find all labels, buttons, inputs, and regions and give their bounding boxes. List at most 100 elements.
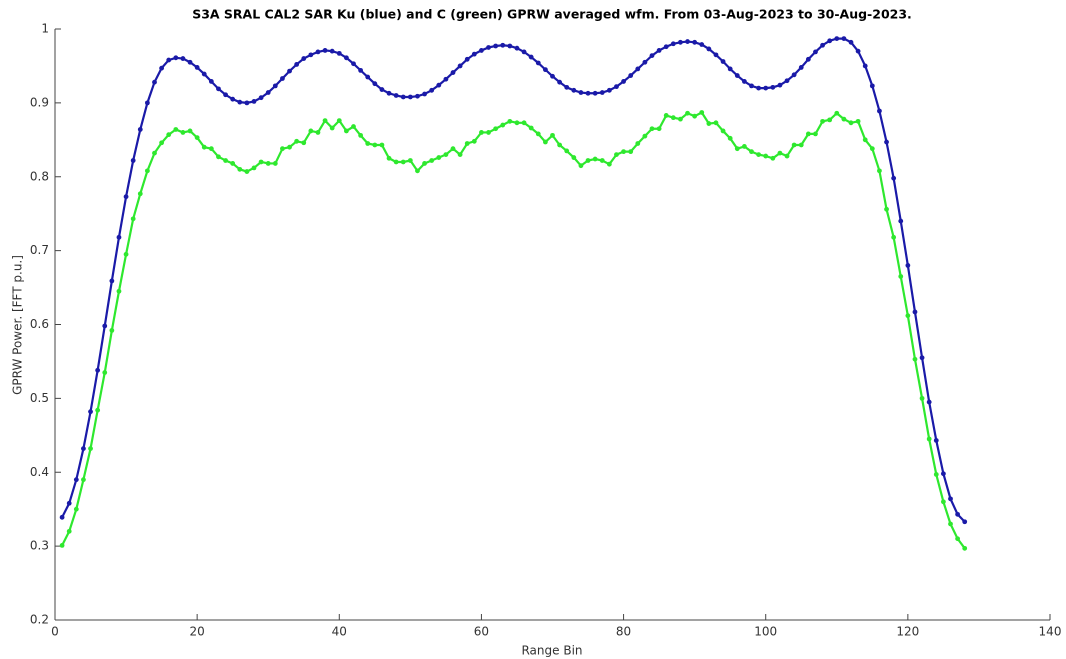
point <box>606 161 612 167</box>
point <box>493 43 499 49</box>
y-tick-label: 0.6 <box>30 317 49 331</box>
point <box>564 84 570 90</box>
point <box>962 545 968 551</box>
point <box>621 149 626 155</box>
point <box>294 138 300 144</box>
point <box>727 66 733 72</box>
point <box>948 521 953 527</box>
point <box>749 149 754 155</box>
point <box>734 73 740 78</box>
point <box>749 83 754 89</box>
point <box>649 53 655 58</box>
point <box>926 436 932 442</box>
point <box>194 65 200 70</box>
point <box>365 74 371 80</box>
point <box>479 130 484 135</box>
point <box>933 472 939 477</box>
point <box>486 45 491 50</box>
point <box>109 278 115 284</box>
point <box>919 395 925 401</box>
point <box>656 126 662 132</box>
point <box>329 125 335 131</box>
point <box>208 146 214 152</box>
point <box>351 61 356 67</box>
point <box>841 116 847 122</box>
point <box>144 100 150 106</box>
point <box>678 39 683 45</box>
point <box>542 139 548 145</box>
point <box>699 42 705 47</box>
point <box>201 71 207 77</box>
point <box>422 161 427 166</box>
point <box>258 159 264 165</box>
point <box>571 87 577 93</box>
point <box>436 82 442 88</box>
point <box>351 124 356 129</box>
point <box>798 142 804 148</box>
point <box>955 511 961 517</box>
point <box>692 39 698 45</box>
point <box>81 446 86 452</box>
point <box>109 328 115 333</box>
point <box>322 48 328 53</box>
point <box>450 146 456 152</box>
point <box>507 118 513 124</box>
point <box>429 87 435 93</box>
point <box>422 91 427 97</box>
point <box>159 65 165 71</box>
point <box>329 48 335 54</box>
point <box>59 542 65 548</box>
point <box>813 131 818 137</box>
point <box>301 56 307 61</box>
point <box>336 118 342 124</box>
point <box>365 141 371 146</box>
point <box>791 142 797 148</box>
point <box>201 144 207 150</box>
point <box>599 90 605 95</box>
point <box>585 158 591 163</box>
point <box>294 62 300 67</box>
point <box>962 519 968 525</box>
point <box>386 90 392 96</box>
point <box>805 56 811 62</box>
point <box>741 144 747 149</box>
point <box>578 90 584 95</box>
point <box>663 44 669 50</box>
point <box>656 48 662 53</box>
point <box>251 98 257 104</box>
point <box>507 43 513 49</box>
point <box>415 93 420 99</box>
point <box>429 158 435 163</box>
y-axis-label: GPRW Power. [FFT p.u.] <box>11 255 25 395</box>
point <box>734 146 740 152</box>
point <box>343 128 349 134</box>
point <box>798 65 804 70</box>
point <box>208 79 214 84</box>
point <box>933 438 939 443</box>
point <box>102 370 108 375</box>
point <box>841 36 847 42</box>
y-tick-label: 0.7 <box>30 243 49 257</box>
point <box>606 87 612 93</box>
point <box>500 42 506 48</box>
point <box>912 309 918 315</box>
point <box>706 46 712 52</box>
point <box>948 496 953 502</box>
point <box>415 168 420 174</box>
point <box>713 120 719 126</box>
point <box>216 86 221 92</box>
point <box>230 161 236 166</box>
x-tick-label: 80 <box>616 625 631 639</box>
point <box>919 355 925 361</box>
point <box>386 155 392 161</box>
point <box>315 130 321 135</box>
point <box>372 142 378 148</box>
point <box>123 251 129 257</box>
point <box>884 206 889 212</box>
point <box>741 79 747 84</box>
point <box>827 38 833 44</box>
point <box>720 128 726 134</box>
point <box>820 118 825 124</box>
point <box>585 90 591 96</box>
point <box>244 169 250 174</box>
